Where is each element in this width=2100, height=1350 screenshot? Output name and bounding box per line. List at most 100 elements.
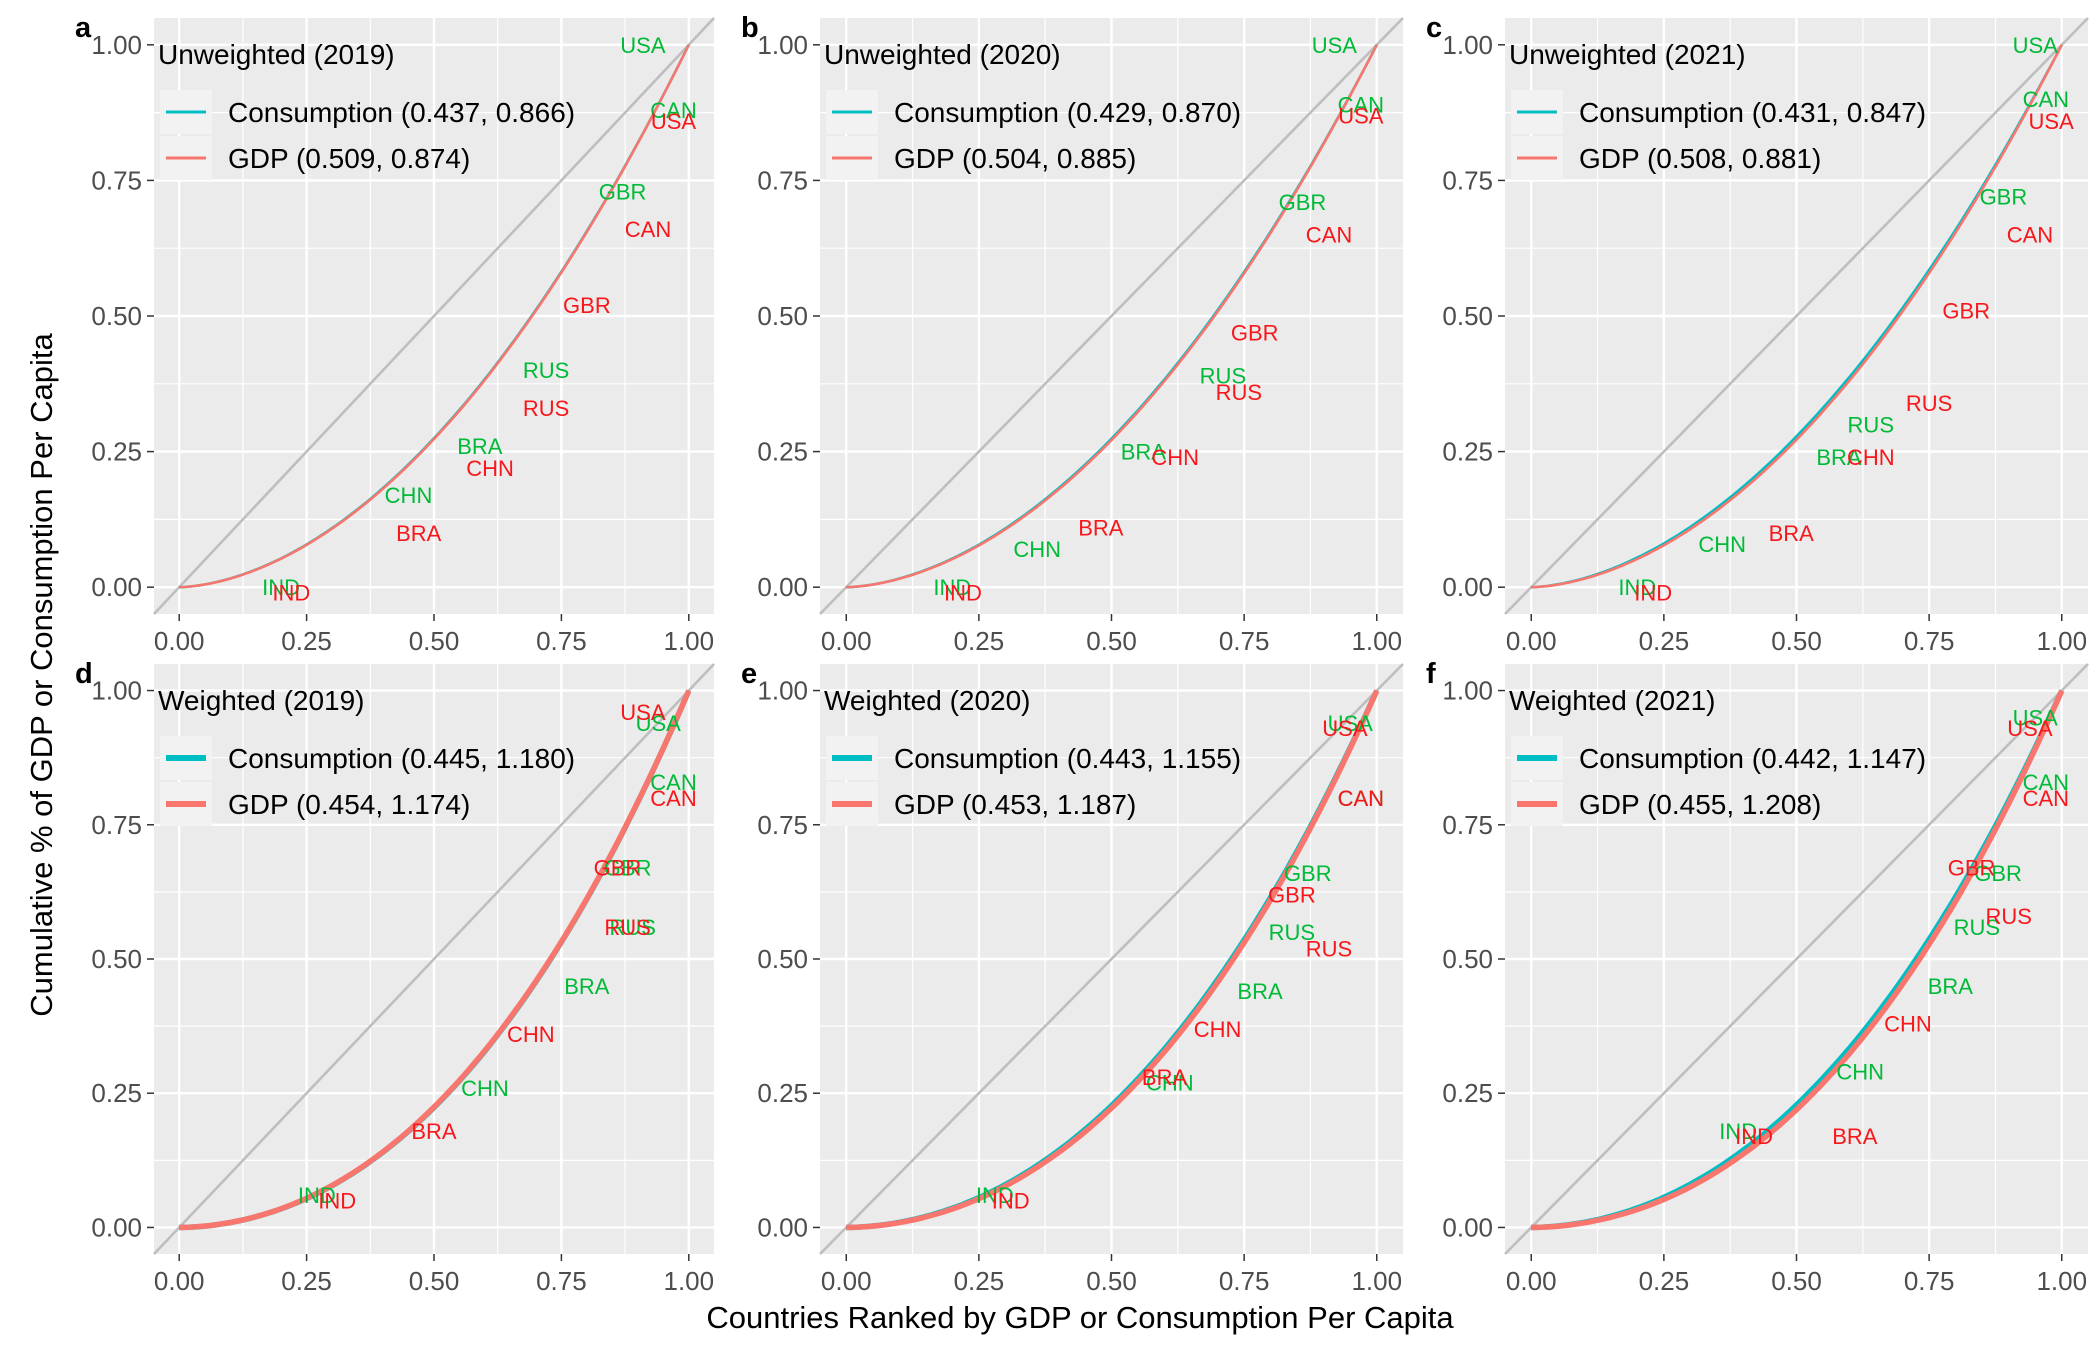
panels: USACANGBRRUSBRACHNINDUSACANGBRRUSCHNBRAI… (75, 12, 2089, 1296)
country-label-rus: RUS (610, 915, 656, 940)
country-label-chn: CHN (1884, 1011, 1932, 1036)
country-label-bra: BRA (1928, 974, 1974, 999)
panel-letter: a (75, 12, 92, 44)
x-tick-label: 0.50 (409, 1266, 460, 1296)
country-label-rus: RUS (1216, 380, 1262, 405)
country-label-chn: CHN (1013, 537, 1061, 562)
x-tick-label: 0.50 (1771, 1266, 1822, 1296)
country-label-ind: IND (262, 575, 300, 600)
y-tick-label: 0.50 (91, 944, 142, 974)
country-label-ind: IND (992, 1189, 1030, 1214)
y-tick-label: 0.50 (757, 301, 808, 331)
country-label-usa: USA (1328, 711, 1374, 736)
country-label-can: CAN (1338, 92, 1384, 117)
y-tick-label: 0.75 (1442, 810, 1493, 840)
y-tick-label: 0.50 (91, 301, 142, 331)
country-label-ind: IND (318, 1189, 356, 1214)
legend-title: Unweighted (2020) (824, 39, 1061, 70)
country-label-rus: RUS (1269, 920, 1315, 945)
x-tick-label: 0.75 (1219, 1266, 1270, 1296)
x-axis-title: Countries Ranked by GDP or Consumption P… (706, 1300, 1454, 1335)
country-label-bra: BRA (564, 974, 610, 999)
country-label-chn: CHN (1151, 445, 1199, 470)
country-label-chn: CHN (1836, 1060, 1884, 1085)
y-tick-label: 0.50 (1442, 301, 1493, 331)
equality-line (1504, 17, 2089, 615)
country-label-gbr: GBR (1231, 320, 1279, 345)
legend-label-gdp: GDP (0.455, 1.208) (1579, 789, 1821, 820)
y-tick-label: 0.75 (1442, 165, 1493, 195)
equality-line (819, 17, 1404, 615)
x-tick-label: 0.00 (154, 626, 205, 656)
legend-label-gdp: GDP (0.453, 1.187) (894, 789, 1136, 820)
y-tick-label: 1.00 (1442, 676, 1493, 706)
country-label-can: CAN (2023, 770, 2069, 795)
y-tick-label: 0.25 (1442, 1078, 1493, 1108)
legend-label-consumption: Consumption (0.443, 1.155) (894, 743, 1241, 774)
x-tick-label: 0.25 (954, 626, 1005, 656)
x-tick-label: 1.00 (663, 1266, 714, 1296)
country-label-chn: CHN (466, 456, 514, 481)
x-tick-label: 0.50 (1086, 1266, 1137, 1296)
y-tick-label: 0.00 (757, 1212, 808, 1242)
country-label-chn: CHN (507, 1022, 555, 1047)
country-label-rus: RUS (1848, 412, 1894, 437)
country-label-bra: BRA (1816, 445, 1862, 470)
panel-a: USACANGBRRUSBRACHNINDUSACANGBRRUSCHNBRAI… (75, 12, 715, 656)
panel-f: USA CAN GBR RUS BRA CHN IND USA CAN GBR RUS CHN BRA I… (1426, 658, 2089, 1296)
country-label-bra: BRA (1078, 516, 1124, 541)
country-label-bra: BRA (1237, 979, 1283, 1004)
panel-c: USACANGBRRUSBRACHNINDUSACANGBRRUSCHNBRAI… (1426, 12, 2089, 656)
y-tick-label: 0.50 (1442, 944, 1493, 974)
y-tick-label: 0.75 (757, 810, 808, 840)
country-label-usa: USA (620, 700, 666, 725)
country-label-rus: RUS (1306, 936, 1352, 961)
country-label-usa: USA (1312, 33, 1358, 58)
country-label-usa: USA (636, 711, 682, 736)
panel-d: USACANGBRRUSBRACHNINDUSACANGBRRUSCHNBRAI… (75, 658, 715, 1296)
country-label-gbr: GBR (1284, 861, 1332, 886)
country-label-ind: IND (944, 581, 982, 606)
x-tick-label: 0.75 (1219, 626, 1270, 656)
y-tick-label: 0.00 (757, 572, 808, 602)
country-label-bra: BRA (457, 434, 503, 459)
country-label-ind: IND (976, 1183, 1014, 1208)
country-label-bra: BRA (1769, 521, 1815, 546)
legend-label-consumption: Consumption (0.442, 1.147) (1579, 743, 1926, 774)
y-tick-label: 0.75 (91, 165, 142, 195)
country-label-bra: BRA (411, 1119, 457, 1144)
country-label-chn: CHN (1194, 1017, 1242, 1042)
x-tick-label: 0.00 (821, 626, 872, 656)
equality-line (1504, 663, 2089, 1255)
country-label-can: CAN (1338, 786, 1384, 811)
y-tick-label: 0.00 (1442, 1212, 1493, 1242)
y-tick-label: 0.25 (757, 1078, 808, 1108)
panel-letter: c (1426, 12, 1442, 44)
x-tick-label: 0.50 (409, 626, 460, 656)
country-label-usa: USA (2013, 705, 2059, 730)
country-label-bra: BRA (396, 521, 442, 546)
country-label-can: CAN (2023, 786, 2069, 811)
y-tick-label: 0.25 (757, 437, 808, 467)
y-tick-label: 0.00 (1442, 572, 1493, 602)
panel-letter: f (1426, 658, 1436, 690)
x-tick-label: 1.00 (1351, 1266, 1402, 1296)
country-label-rus: RUS (1906, 391, 1952, 416)
x-tick-label: 0.00 (154, 1266, 205, 1296)
legend-label-gdp: GDP (0.454, 1.174) (228, 789, 470, 820)
x-tick-label: 0.50 (1771, 626, 1822, 656)
legend-title: Weighted (2020) (824, 685, 1031, 716)
country-label-usa: USA (651, 109, 697, 134)
y-tick-label: 0.25 (91, 437, 142, 467)
country-label-usa: USA (2013, 33, 2059, 58)
x-tick-label: 1.00 (1351, 626, 1402, 656)
legend-title: Weighted (2021) (1509, 685, 1716, 716)
x-tick-label: 0.50 (1086, 626, 1137, 656)
country-label-gbr: GBR (1974, 861, 2022, 886)
y-tick-label: 1.00 (91, 30, 142, 60)
x-tick-label: 0.25 (954, 1266, 1005, 1296)
panel-e: USACANGBRRUSBRACHNINDUSACANGBRRUSCHNBRAI… (741, 658, 1404, 1296)
y-tick-label: 0.50 (757, 944, 808, 974)
x-tick-label: 0.25 (281, 1266, 332, 1296)
